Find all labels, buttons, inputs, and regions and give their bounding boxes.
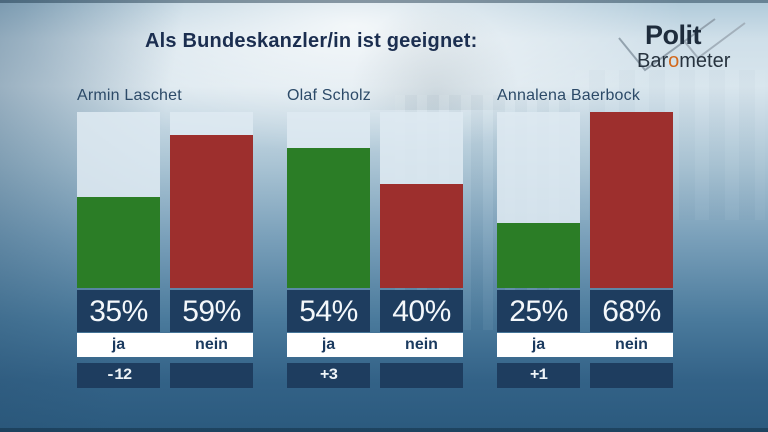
page-title: Als Bundeskanzler/in ist geeignet: [145, 30, 478, 52]
bar-track-ja [497, 112, 580, 288]
top-edge-strip [0, 0, 768, 3]
bar-track-nein [590, 112, 673, 288]
change-box-empty [380, 363, 463, 388]
nein-label: nein [195, 336, 228, 353]
candidate-column-scholz: Olaf Scholz 54% 40% ja nein +3 [287, 0, 463, 432]
nein-bar [380, 184, 463, 288]
answer-label-strip: ja nein [497, 333, 673, 357]
change-box-empty [170, 363, 253, 388]
nein-label: nein [615, 336, 648, 353]
logo-text-barometer: Barometer [637, 50, 731, 72]
bottom-edge-strip [0, 428, 768, 432]
bar-track-nein [380, 112, 463, 288]
ja-bar [287, 148, 370, 288]
change-box: +3 [287, 363, 370, 388]
ja-label: ja [111, 336, 126, 353]
nein-value: 40% [392, 295, 451, 328]
change-box: -12 [77, 363, 160, 388]
candidate-name: Olaf Scholz [287, 87, 372, 104]
ja-value-box: 25% [497, 290, 580, 332]
nein-value-box: 40% [380, 290, 463, 332]
ja-value: 35% [89, 295, 148, 328]
candidate-column-baerbock: Annalena Baerbock 25% 68% ja nein +1 [497, 0, 673, 432]
answer-label-strip: ja nein [287, 333, 463, 357]
candidate-name: Armin Laschet [77, 87, 182, 104]
change-value: +3 [319, 366, 338, 384]
ja-label: ja [321, 336, 336, 353]
bar-track-ja [77, 112, 160, 288]
bar-track-ja [287, 112, 370, 288]
ja-bar [77, 197, 160, 288]
nein-bar [170, 135, 253, 288]
nein-value: 68% [602, 295, 661, 328]
nein-value: 59% [182, 295, 241, 328]
logo-o-accent: o [668, 50, 680, 72]
answer-label-strip: ja nein [77, 333, 253, 357]
ja-value-box: 54% [287, 290, 370, 332]
checkmark-zigzag-icon [618, 18, 746, 72]
change-box: +1 [497, 363, 580, 388]
ja-value: 54% [299, 295, 358, 328]
change-value: +1 [529, 366, 548, 384]
logo-text-polit: Polit [645, 20, 702, 50]
politbarometer-logo: Polit Barometer [615, 14, 757, 78]
nein-label: nein [405, 336, 438, 353]
ja-bar [497, 223, 580, 288]
ja-value-box: 35% [77, 290, 160, 332]
nein-value-box: 68% [590, 290, 673, 332]
change-value: -12 [105, 366, 133, 384]
nein-value-box: 59% [170, 290, 253, 332]
bar-track-nein [170, 112, 253, 288]
candidate-column-laschet: Armin Laschet 35% 59% ja nein -12 [77, 0, 253, 432]
candidate-name: Annalena Baerbock [497, 87, 641, 104]
ja-value: 25% [509, 295, 568, 328]
ja-label: ja [531, 336, 546, 353]
nein-bar [590, 112, 673, 288]
change-box-empty [590, 363, 673, 388]
